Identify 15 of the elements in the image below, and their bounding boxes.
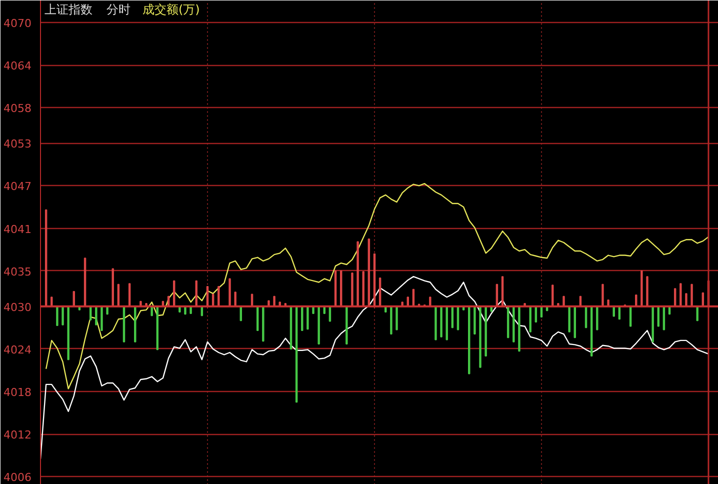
- y-tick-label: 4058: [4, 102, 32, 116]
- y-tick-label: 4047: [4, 180, 32, 194]
- y-tick-label: 4035: [4, 265, 32, 278]
- y-tick-label: 4070: [4, 17, 32, 30]
- y-tick-label: 4018: [4, 386, 32, 400]
- y-tick-label: 4006: [4, 471, 32, 484]
- y-tick-label: 4030: [4, 300, 32, 314]
- chart-subtitle: 分时: [106, 2, 130, 16]
- y-tick-label: 4041: [4, 222, 32, 236]
- y-tick-label: 4024: [4, 343, 32, 356]
- y-tick-label: 4012: [4, 428, 32, 442]
- text: 成交额(万): [142, 2, 200, 16]
- y-tick-label: 4064: [4, 60, 32, 73]
- chart-title: 上证指数: [44, 2, 92, 16]
- y-tick-label: 4053: [4, 138, 32, 151]
